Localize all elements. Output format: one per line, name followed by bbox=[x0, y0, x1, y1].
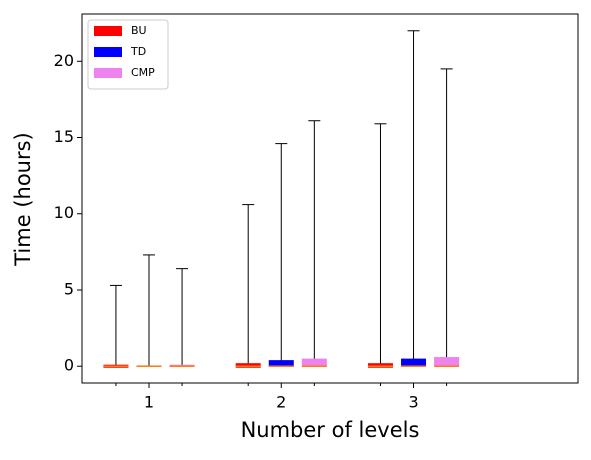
box bbox=[301, 358, 327, 367]
x-tick-label: 3 bbox=[408, 393, 418, 412]
legend-swatch bbox=[94, 47, 122, 57]
legend-swatch bbox=[94, 68, 122, 78]
x-axis-label: Number of levels bbox=[241, 418, 420, 442]
box bbox=[434, 357, 460, 367]
x-tick-label: 2 bbox=[276, 393, 286, 412]
box bbox=[401, 358, 427, 367]
legend-label: BU bbox=[131, 24, 147, 37]
x-tick-label: 1 bbox=[144, 393, 154, 412]
y-tick-label: 5 bbox=[64, 279, 74, 298]
y-tick-label: 10 bbox=[54, 203, 74, 222]
y-tick-label: 0 bbox=[64, 356, 74, 375]
legend-label: CMP bbox=[131, 66, 155, 79]
legend-label: TD bbox=[130, 45, 146, 58]
y-tick-label: 15 bbox=[54, 127, 74, 146]
y-tick-label: 20 bbox=[54, 51, 74, 70]
plot-frame bbox=[81, 13, 579, 384]
box bbox=[367, 363, 393, 368]
box bbox=[268, 360, 294, 367]
box bbox=[235, 363, 261, 368]
y-axis-label: Time (hours) bbox=[11, 132, 35, 267]
legend-swatch bbox=[94, 26, 122, 36]
